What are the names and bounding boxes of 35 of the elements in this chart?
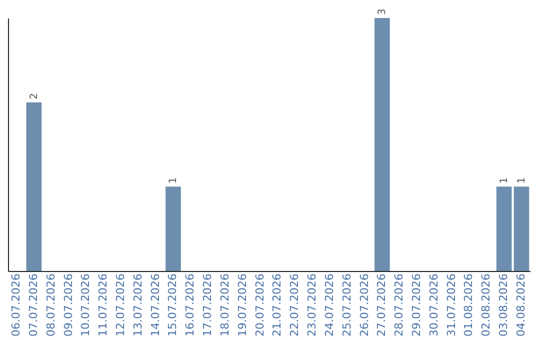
x-tick-label: 06.07.2026 (10, 274, 23, 336)
x-tick-label: 23.07.2026 (306, 274, 319, 336)
x-tick-label: 10.07.2026 (79, 274, 92, 336)
x-tick-label: 07.07.2026 (26, 274, 40, 336)
x-tick-label: 01.08.2026 (462, 274, 476, 336)
x-tick-label: 09.07.2026 (62, 274, 75, 336)
x-tick-label: 26.07.2026 (358, 274, 371, 336)
x-tick-label: 24.07.2026 (322, 274, 336, 336)
x-tick-label: 16.07.2026 (184, 274, 197, 336)
data-label: 3 (377, 8, 388, 15)
x-tick-label: 18.07.2026 (218, 274, 232, 336)
data-label: 1 (168, 177, 180, 184)
x-tick-label: 08.07.2026 (44, 274, 58, 336)
x-tick-label: 02.08.2026 (480, 274, 493, 336)
x-tick-label: 22.07.2026 (288, 274, 302, 336)
x-tick-label: 25.07.2026 (340, 274, 354, 336)
x-tick-label: 20.07.2026 (253, 274, 266, 336)
x-tick-label: 28.07.2026 (392, 274, 406, 336)
x-tick-label: 03.08.2026 (497, 274, 510, 336)
data-label: 1 (499, 177, 510, 184)
x-tick-label: 11.07.2026 (96, 274, 110, 336)
data-label: 1 (516, 177, 528, 184)
x-tick-label: 04.08.2026 (514, 274, 528, 336)
x-tick-label: 15.07.2026 (166, 274, 180, 336)
x-tick-label: 17.07.2026 (201, 274, 214, 336)
x-tick-label: 14.07.2026 (148, 274, 162, 336)
x-tick-label: 13.07.2026 (131, 274, 144, 336)
x-tick-label: 19.07.2026 (236, 274, 249, 336)
x-tick-label: 31.07.2026 (444, 274, 458, 336)
x-tick-label: 27.07.2026 (375, 274, 388, 336)
x-tick-label: 12.07.2026 (114, 274, 127, 336)
x-tick-label: 30.07.2026 (427, 274, 440, 336)
x-tick-label: 21.07.2026 (270, 274, 284, 336)
x-tick-label: 29.07.2026 (410, 274, 423, 336)
data-label: 2 (28, 92, 40, 100)
